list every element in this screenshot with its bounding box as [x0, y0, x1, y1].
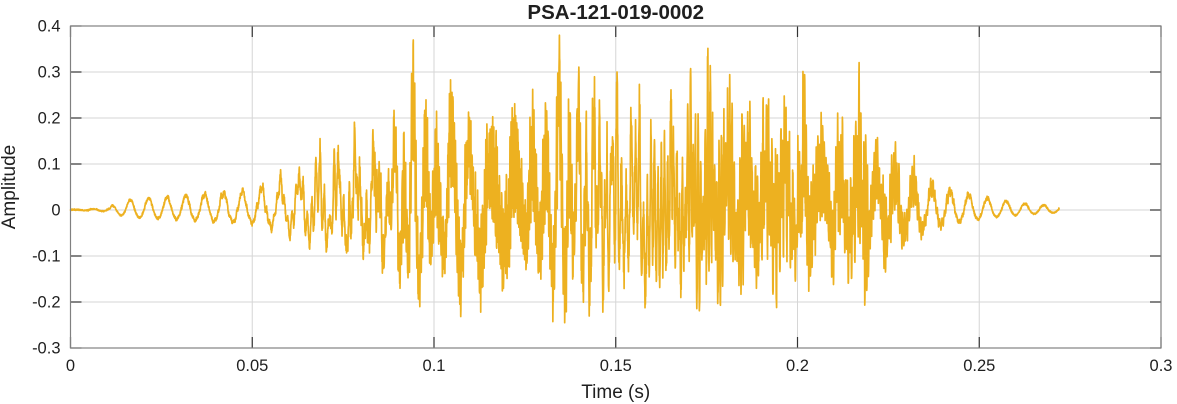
svg-text:0.3: 0.3 [38, 64, 61, 82]
svg-text:0: 0 [66, 357, 75, 375]
svg-text:0.15: 0.15 [600, 357, 632, 375]
svg-text:0.1: 0.1 [38, 156, 61, 174]
svg-text:0.1: 0.1 [423, 357, 446, 375]
svg-text:0.2: 0.2 [38, 110, 61, 128]
svg-text:-0.1: -0.1 [32, 248, 60, 266]
svg-text:-0.3: -0.3 [32, 340, 60, 358]
svg-text:-0.2: -0.2 [32, 294, 60, 312]
svg-text:Amplitude: Amplitude [0, 145, 20, 230]
svg-text:0.2: 0.2 [786, 357, 809, 375]
svg-text:0.25: 0.25 [963, 357, 995, 375]
svg-text:0.4: 0.4 [38, 18, 61, 36]
svg-text:0.05: 0.05 [236, 357, 268, 375]
svg-text:0.3: 0.3 [1150, 357, 1173, 375]
svg-text:Time (s): Time (s) [581, 382, 650, 403]
svg-text:PSA-121-019-0002: PSA-121-019-0002 [527, 1, 704, 24]
svg-text:0: 0 [51, 202, 60, 220]
